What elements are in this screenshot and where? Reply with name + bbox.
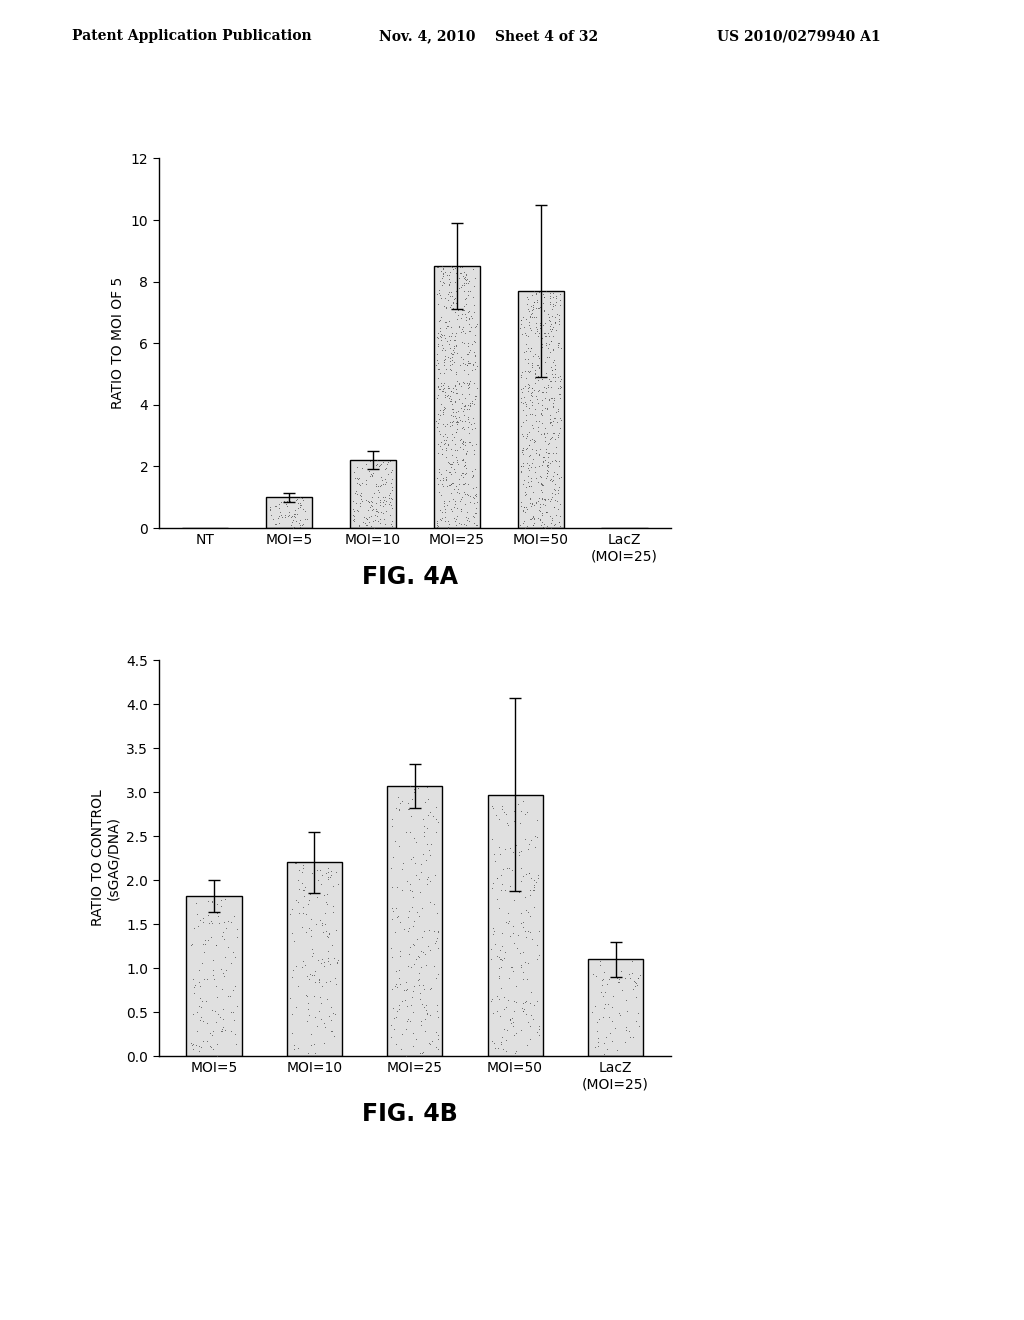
Bar (387, 785, 442, 1056)
Text: FIG. 4B: FIG. 4B (361, 1102, 458, 1126)
Text: US 2010/0279940 A1: US 2010/0279940 A1 (717, 29, 881, 44)
Y-axis label: RATIO TO CONTROL
(sGAG/DNA): RATIO TO CONTROL (sGAG/DNA) (90, 789, 121, 927)
Text: Nov. 4, 2010    Sheet 4 of 32: Nov. 4, 2010 Sheet 4 of 32 (379, 29, 598, 44)
Bar (287, 862, 342, 1056)
Text: Patent Application Publication: Patent Application Publication (72, 29, 311, 44)
Bar (349, 461, 396, 528)
Bar (186, 896, 242, 1056)
Bar (433, 267, 480, 528)
Text: FIG. 4A: FIG. 4A (361, 565, 458, 589)
Bar (588, 960, 643, 1056)
Bar (266, 498, 312, 528)
Bar (517, 290, 563, 528)
Bar (487, 795, 543, 1056)
Y-axis label: RATIO TO MOI OF 5: RATIO TO MOI OF 5 (112, 277, 125, 409)
